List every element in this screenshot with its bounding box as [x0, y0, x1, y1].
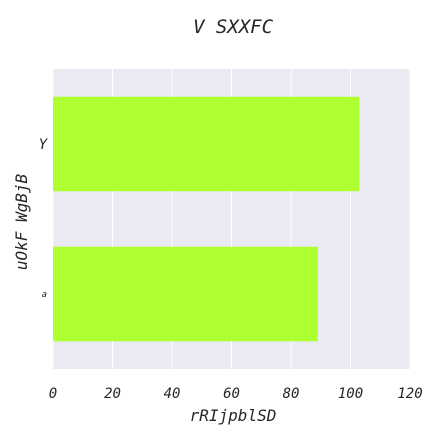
bars — [53, 96, 360, 342]
y-tick-label: a — [42, 290, 47, 300]
x-tick-label: 40 — [164, 386, 181, 402]
y-tick-labels: Ya — [39, 137, 49, 300]
bar — [53, 246, 318, 342]
chart-title: V SXXFC — [193, 16, 274, 38]
x-tick-label: 120 — [397, 386, 422, 402]
x-tick-label: 60 — [223, 386, 240, 402]
x-tick-label: 100 — [338, 386, 363, 402]
bar — [53, 96, 360, 192]
y-axis-label: uOkF WgBjB — [12, 173, 31, 270]
x-tick-label: 0 — [49, 386, 57, 402]
x-tick-labels: 0 20 40 60 80 100 120 — [49, 386, 423, 402]
x-tick-label: 80 — [283, 386, 300, 402]
y-tick-label: Y — [39, 137, 49, 153]
x-tick-label: 20 — [104, 386, 121, 402]
x-axis-label: rRIjpblSD — [190, 406, 277, 425]
